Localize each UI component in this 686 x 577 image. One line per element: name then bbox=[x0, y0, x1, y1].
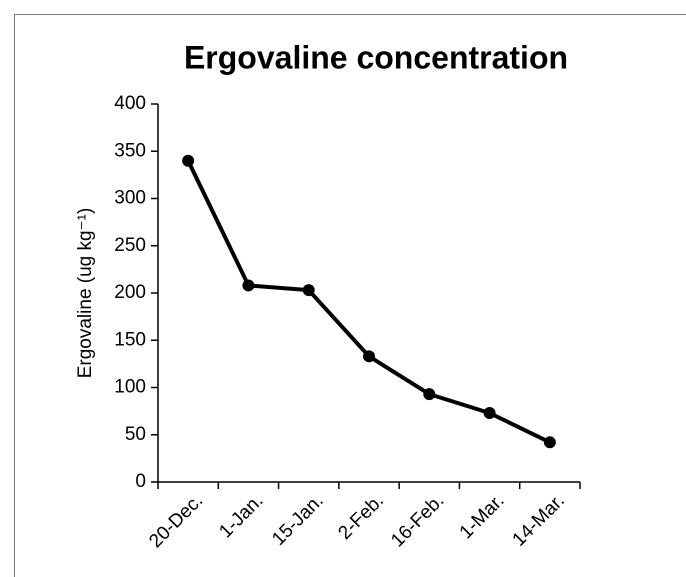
y-tick-label: 250 bbox=[114, 235, 146, 256]
marker bbox=[363, 350, 375, 363]
line bbox=[186, 159, 551, 445]
frame bbox=[14, 14, 686, 577]
marker bbox=[423, 388, 436, 401]
y-tick-label: 100 bbox=[114, 377, 146, 398]
y-tick-label: 50 bbox=[125, 424, 146, 445]
x-tick-label: 1-Jan. bbox=[215, 490, 267, 542]
marker bbox=[483, 407, 496, 420]
x-tick-label: 20-Dec. bbox=[145, 490, 207, 552]
marker bbox=[242, 279, 255, 292]
y-tick-label: 350 bbox=[114, 140, 146, 161]
y-tick-label: 400 bbox=[114, 93, 146, 114]
y-axis-label: Ergovaline (ug kg⁻¹) bbox=[75, 208, 96, 379]
x-tick-label: 14-Mar. bbox=[509, 490, 569, 550]
x-tick-label: 16-Feb. bbox=[387, 490, 448, 551]
x-tick-label: 15-Jan. bbox=[268, 490, 328, 550]
chart-title: Ergovaline concentration bbox=[184, 39, 568, 75]
y-tick-label: 150 bbox=[114, 329, 146, 350]
marker bbox=[182, 154, 195, 167]
marker bbox=[543, 436, 556, 449]
marker bbox=[302, 284, 315, 297]
y-tick-label: 300 bbox=[114, 188, 146, 209]
x-tick-label: 2-Feb. bbox=[334, 490, 388, 544]
x-tick-label: 1-Mar. bbox=[456, 490, 509, 543]
y-tick-label: 200 bbox=[114, 282, 146, 303]
y-tick-label: 0 bbox=[135, 471, 146, 492]
